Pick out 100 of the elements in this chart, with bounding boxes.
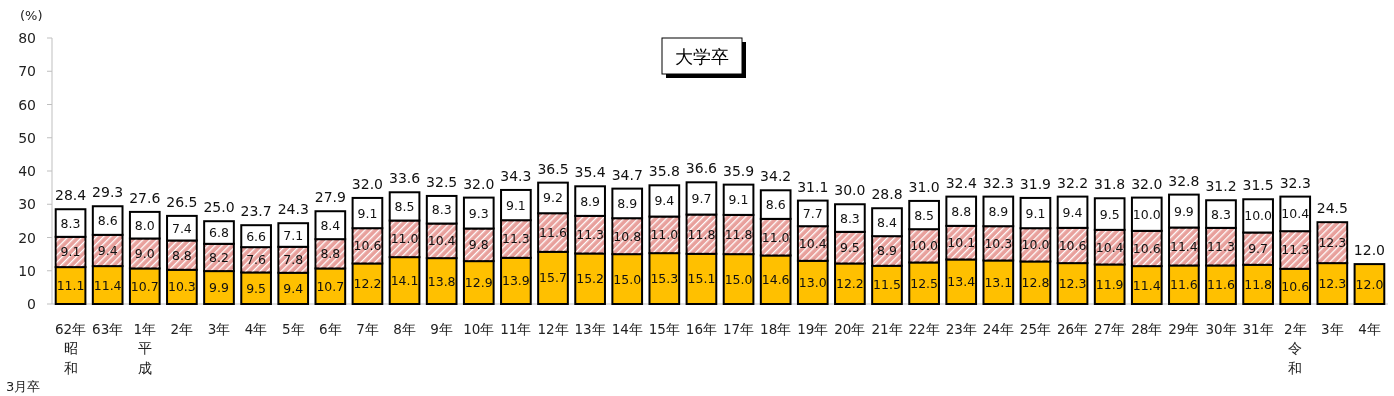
total-label: 32.2 bbox=[1056, 174, 1089, 191]
y-tick-label: 80 bbox=[18, 30, 36, 46]
x-tick-label: 11年 bbox=[500, 321, 532, 337]
data-label: 9.8 bbox=[468, 237, 489, 253]
data-label: 11.3 bbox=[576, 227, 605, 243]
x-tick-label: 14年 bbox=[611, 321, 643, 337]
total-label: 35.8 bbox=[648, 163, 680, 180]
data-label: 8.6 bbox=[765, 197, 786, 213]
x-tick-label: 5年 bbox=[281, 321, 305, 337]
data-label: 9.5 bbox=[839, 240, 860, 256]
data-label: 10.4 bbox=[427, 233, 456, 249]
total-label: 29.3 bbox=[92, 184, 124, 201]
x-tick-label: 19年 bbox=[797, 321, 829, 337]
data-label: 11.0 bbox=[390, 231, 419, 247]
data-label: 6.8 bbox=[209, 225, 229, 241]
x-tick-label: 28年 bbox=[1131, 321, 1163, 337]
x-tick-label: 31年 bbox=[1242, 321, 1274, 337]
data-label: 10.0 bbox=[910, 238, 939, 254]
data-label: 13.0 bbox=[798, 274, 827, 290]
data-label: 9.1 bbox=[357, 205, 378, 221]
data-label: 9.1 bbox=[1025, 205, 1046, 221]
data-label: 8.3 bbox=[1211, 206, 1231, 222]
data-label: 7.4 bbox=[171, 220, 192, 236]
data-label: 6.6 bbox=[246, 228, 267, 244]
total-label: 30.0 bbox=[834, 182, 866, 199]
total-label: 31.2 bbox=[1205, 178, 1237, 195]
data-label: 10.7 bbox=[316, 278, 345, 294]
x-tick-label: 20年 bbox=[834, 321, 866, 337]
x-tick-label: 15年 bbox=[648, 321, 680, 337]
data-label: 9.7 bbox=[1248, 241, 1269, 257]
x-tick-label: 30年 bbox=[1205, 321, 1237, 337]
total-label: 27.6 bbox=[129, 189, 161, 206]
data-label: 12.2 bbox=[835, 276, 864, 292]
data-label: 12.9 bbox=[464, 275, 493, 291]
x-tick-label: 10年 bbox=[463, 321, 495, 337]
data-label: 8.8 bbox=[320, 246, 341, 262]
total-label: 31.0 bbox=[908, 178, 940, 195]
total-label: 36.5 bbox=[537, 160, 569, 177]
total-label: 12.0 bbox=[1353, 242, 1386, 259]
data-label: 8.9 bbox=[580, 193, 601, 209]
data-label: 9.5 bbox=[1099, 206, 1120, 222]
x-tick-label: 25年 bbox=[1019, 321, 1052, 337]
data-label: 8.8 bbox=[951, 203, 972, 219]
data-label: 7.1 bbox=[283, 227, 304, 243]
data-label: 15.0 bbox=[613, 271, 642, 287]
total-label: 32.3 bbox=[982, 174, 1014, 191]
y-tick-label: 40 bbox=[18, 163, 36, 179]
data-label: 8.0 bbox=[134, 217, 155, 233]
data-label: 9.1 bbox=[60, 244, 81, 260]
data-label: 11.9 bbox=[1095, 276, 1124, 292]
total-label: 35.4 bbox=[574, 164, 606, 181]
data-label: 11.4 bbox=[93, 277, 122, 293]
x-tick-label: 62年 bbox=[54, 321, 87, 337]
total-label: 32.0 bbox=[351, 175, 384, 192]
total-label: 36.6 bbox=[685, 160, 718, 177]
data-label: 14.6 bbox=[761, 272, 790, 288]
data-label: 10.0 bbox=[1132, 206, 1161, 222]
data-label: 13.4 bbox=[947, 274, 976, 290]
y-tick-label: 70 bbox=[18, 63, 36, 80]
data-label: 12.8 bbox=[1021, 275, 1050, 291]
data-label: 9.4 bbox=[1062, 204, 1083, 220]
data-label: 11.6 bbox=[1169, 277, 1198, 293]
x-tick-label: 1年 bbox=[133, 321, 157, 337]
data-label: 11.3 bbox=[501, 231, 530, 247]
data-label: 10.3 bbox=[167, 279, 196, 295]
y-tick-label: 0 bbox=[27, 296, 36, 312]
data-label: 13.9 bbox=[501, 273, 530, 289]
x-tick-label: 29年 bbox=[1168, 321, 1200, 337]
data-label: 11.6 bbox=[539, 225, 567, 241]
x-tick-label: 16年 bbox=[685, 321, 718, 337]
data-label: 10.6 bbox=[1132, 240, 1161, 256]
x-tick-label: 3年 bbox=[207, 321, 231, 337]
total-label: 25.0 bbox=[203, 199, 235, 216]
x-tick-label: 13年 bbox=[574, 321, 606, 337]
data-label: 11.6 bbox=[1207, 277, 1235, 293]
data-label: 8.6 bbox=[97, 213, 118, 229]
data-label: 11.3 bbox=[1281, 242, 1310, 258]
x-tick-label: 2年 bbox=[170, 321, 194, 337]
data-label: 9.2 bbox=[543, 190, 563, 206]
data-label: 8.3 bbox=[431, 202, 452, 218]
total-label: 34.7 bbox=[611, 166, 643, 183]
x-tick-label: 63年 bbox=[92, 321, 124, 337]
data-label: 10.0 bbox=[1021, 237, 1050, 253]
y-tick-label: 60 bbox=[18, 96, 36, 113]
data-label: 12.5 bbox=[910, 275, 939, 291]
data-label: 9.3 bbox=[468, 205, 489, 221]
data-label: 15.1 bbox=[687, 271, 716, 287]
data-label: 14.1 bbox=[390, 273, 419, 289]
data-label: 11.8 bbox=[1244, 276, 1273, 292]
total-label: 33.6 bbox=[388, 170, 421, 187]
data-label: 9.9 bbox=[1173, 203, 1194, 219]
x-tick-label: 3年 bbox=[1321, 321, 1344, 337]
total-label: 31.5 bbox=[1242, 177, 1274, 194]
data-label: 10.6 bbox=[1058, 237, 1087, 253]
data-label: 10.1 bbox=[947, 235, 976, 251]
total-label: 28.4 bbox=[54, 187, 87, 204]
data-label: 12.3 bbox=[1058, 276, 1087, 292]
total-label: 35.9 bbox=[722, 162, 755, 179]
total-label: 24.5 bbox=[1316, 200, 1348, 217]
total-label: 23.7 bbox=[240, 203, 272, 220]
